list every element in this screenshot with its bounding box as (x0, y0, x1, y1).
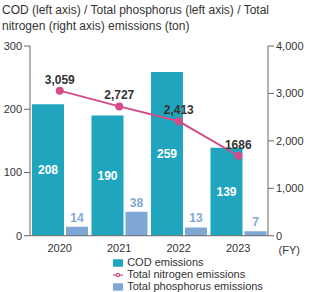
svg-text:1,000: 1,000 (276, 182, 304, 194)
svg-text:4,000: 4,000 (276, 40, 304, 52)
html-text:Total nitrogen emissions: Total nitrogen emissions (127, 267, 246, 280)
svg-text:100: 100 (8, 166, 22, 178)
svg-text:2022: 2022 (167, 242, 191, 254)
svg-text:1686: 1686 (225, 138, 252, 152)
html-text:Total phosphorus emissions: Total phosphorus emissions (127, 279, 263, 292)
html-text:COD emissions: COD emissions (127, 255, 204, 268)
svg-text:139: 139 (216, 185, 236, 199)
svg-text:200: 200 (8, 103, 22, 115)
svg-text:208: 208 (38, 163, 58, 177)
svg-text:3,000: 3,000 (276, 87, 304, 99)
svg-text:0: 0 (16, 230, 22, 242)
svg-text:259: 259 (157, 147, 177, 161)
svg-text:2,000: 2,000 (276, 135, 304, 147)
svg-text:38: 38 (130, 196, 144, 210)
svg-text:14: 14 (70, 211, 84, 225)
svg-text:2,413: 2,413 (164, 103, 194, 117)
svg-text:2021: 2021 (107, 242, 131, 254)
svg-text:2023: 2023 (226, 242, 250, 254)
svg-text:7: 7 (252, 215, 259, 229)
svg-text:2,727: 2,727 (104, 88, 134, 102)
svg-text:190: 190 (97, 169, 117, 183)
html-text:COD (left axis) / Total phosph: COD (left axis) / Total phosphorus (left… (2, 3, 269, 33)
svg-text:2020: 2020 (48, 242, 72, 254)
svg-text:0: 0 (276, 230, 282, 242)
svg-text:(FY): (FY) (279, 244, 300, 256)
svg-text:300: 300 (8, 40, 22, 52)
svg-text:3,059: 3,059 (45, 73, 75, 87)
svg-text:13: 13 (189, 211, 203, 225)
